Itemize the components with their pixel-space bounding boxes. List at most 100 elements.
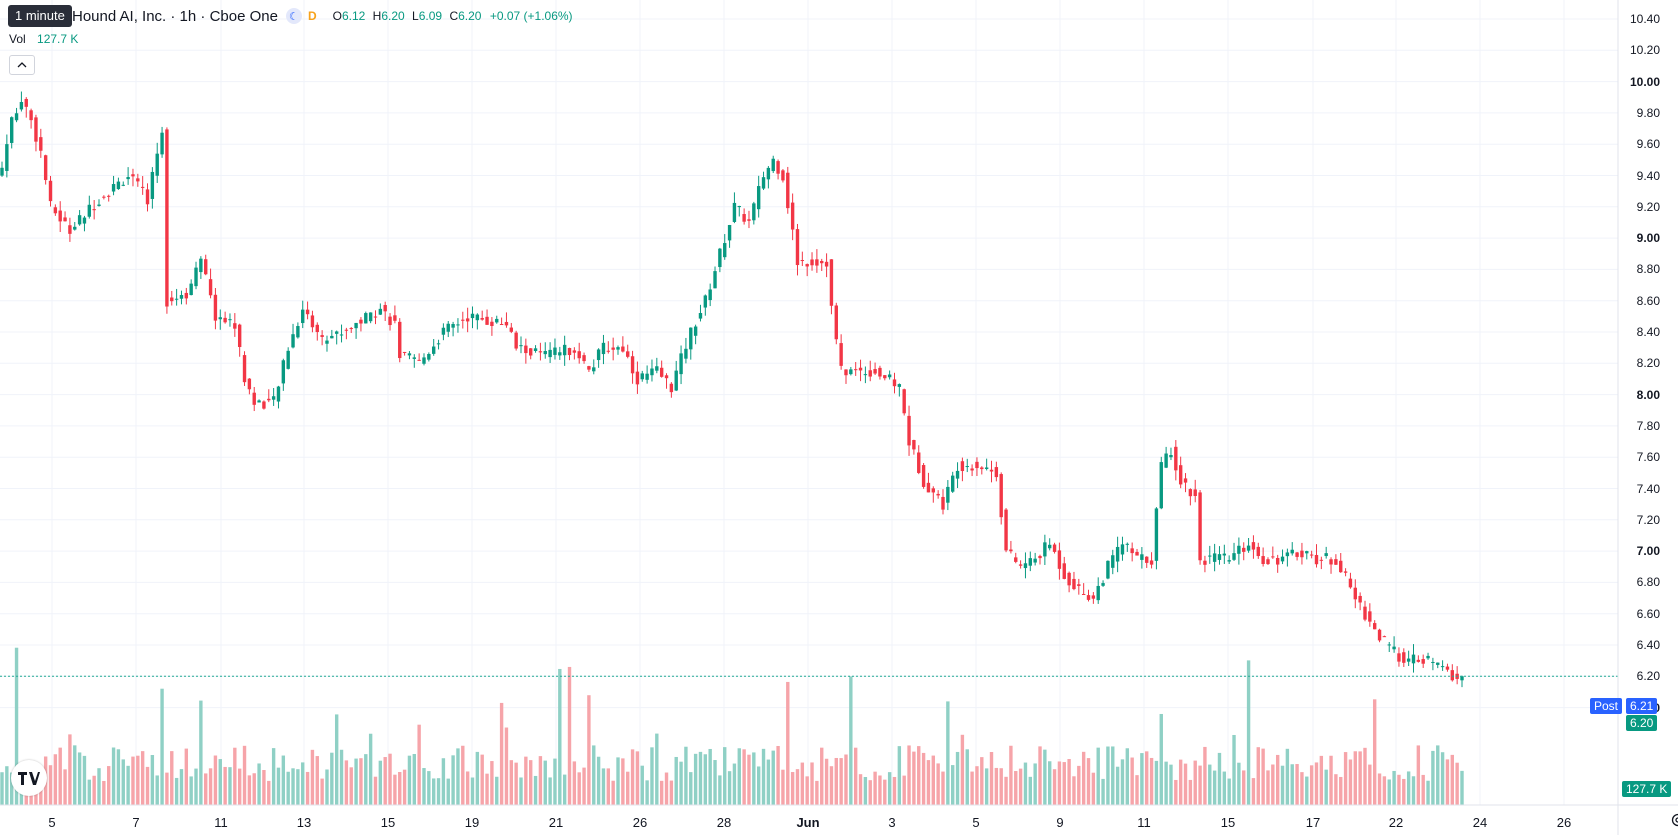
price-tick-label: 8.80 bbox=[1636, 262, 1660, 277]
volume-bar bbox=[1382, 776, 1387, 805]
volume-bar bbox=[786, 681, 790, 805]
volume-bar bbox=[184, 748, 189, 805]
collapse-legend-button[interactable] bbox=[9, 55, 35, 75]
high-value: 6.20 bbox=[381, 9, 405, 23]
candle-body bbox=[577, 351, 581, 359]
candle-body bbox=[543, 351, 547, 355]
candle-body bbox=[1004, 509, 1008, 551]
volume-bar bbox=[742, 749, 746, 805]
volume-bar bbox=[1145, 751, 1149, 805]
candle-body bbox=[1140, 554, 1144, 560]
volume-bar bbox=[659, 780, 664, 805]
volume-bar bbox=[465, 771, 470, 805]
volume-bar bbox=[436, 778, 441, 805]
volume-bar bbox=[344, 760, 349, 805]
candle-body bbox=[946, 486, 950, 503]
volume-bar bbox=[1178, 759, 1183, 805]
price-tick-label: 7.20 bbox=[1636, 512, 1660, 527]
candle-body bbox=[1256, 546, 1260, 557]
volume-bar bbox=[330, 752, 334, 805]
volume-bar bbox=[853, 747, 858, 805]
candle-body bbox=[1392, 646, 1396, 650]
candle-body bbox=[1387, 644, 1391, 646]
candle-body bbox=[766, 167, 771, 180]
candle-body bbox=[1246, 545, 1251, 551]
volume-bar bbox=[1358, 751, 1362, 805]
candle-body bbox=[892, 379, 897, 387]
volume-bar bbox=[878, 775, 882, 805]
candle-body bbox=[810, 259, 814, 266]
candle-body bbox=[252, 392, 256, 405]
volume-bar bbox=[863, 777, 868, 805]
volume-bar bbox=[1115, 766, 1120, 805]
volume-bar bbox=[296, 769, 300, 805]
volume-bar bbox=[393, 774, 397, 805]
volume-bar bbox=[810, 762, 814, 805]
volume-bar bbox=[548, 777, 552, 805]
volume-legend[interactable]: Vol 127.7 K bbox=[9, 32, 78, 46]
volume-bar bbox=[1411, 776, 1416, 805]
candle-body bbox=[984, 467, 989, 469]
candle-body bbox=[179, 295, 184, 299]
candle-body bbox=[368, 312, 373, 322]
price-tick-label: 7.80 bbox=[1636, 418, 1660, 433]
candle-body bbox=[1353, 587, 1357, 600]
volume-bar bbox=[849, 676, 853, 805]
volume-bar bbox=[1305, 776, 1309, 805]
candle-body bbox=[960, 461, 965, 472]
volume-bar bbox=[582, 767, 586, 805]
volume-bar bbox=[1275, 754, 1280, 805]
candle-body bbox=[587, 366, 591, 370]
low-value: 6.09 bbox=[418, 9, 443, 23]
volume-bar bbox=[1111, 746, 1115, 805]
volume-bar bbox=[1174, 779, 1178, 805]
volume-bar bbox=[1348, 759, 1353, 805]
candle-body bbox=[1023, 563, 1028, 569]
candle-body bbox=[790, 202, 795, 230]
volume-bar bbox=[0, 772, 4, 805]
price-tick-label: 7.40 bbox=[1636, 481, 1660, 496]
symbol-legend[interactable]: Hound AI, Inc. · 1h · Cboe One ☾ D O6.12… bbox=[8, 6, 573, 26]
candle-body bbox=[1397, 653, 1401, 662]
volume-bar bbox=[131, 756, 135, 805]
volume-bar bbox=[1125, 748, 1130, 805]
volume-bar bbox=[674, 756, 678, 805]
candle-body bbox=[955, 470, 960, 479]
candle-body bbox=[582, 355, 586, 362]
candle-body bbox=[795, 229, 800, 266]
volume-bar bbox=[621, 758, 625, 805]
volume-bar bbox=[315, 756, 319, 805]
candle-body bbox=[1067, 572, 1071, 586]
tradingview-logo[interactable] bbox=[11, 760, 47, 796]
candle-body bbox=[786, 172, 790, 209]
candle-body bbox=[398, 321, 402, 359]
candle-body bbox=[1203, 560, 1207, 565]
candle-body bbox=[330, 335, 334, 339]
volume-bar bbox=[1208, 764, 1212, 805]
volume-bar bbox=[883, 779, 887, 805]
candle-body bbox=[858, 367, 863, 371]
volume-label: Vol bbox=[9, 32, 26, 46]
candle-body bbox=[10, 117, 14, 143]
candle-body bbox=[73, 226, 77, 230]
symbol-title[interactable]: Hound AI, Inc. · 1h · Cboe One bbox=[72, 7, 278, 25]
candle-body bbox=[140, 186, 145, 188]
candle-body bbox=[693, 326, 698, 336]
volume-bar bbox=[596, 756, 601, 805]
volume-bar bbox=[795, 769, 800, 805]
candle-body bbox=[286, 350, 290, 369]
candle-body bbox=[1081, 593, 1086, 595]
volume-bar bbox=[1067, 759, 1071, 805]
volume-bar bbox=[1014, 771, 1018, 805]
volume-bar bbox=[1343, 752, 1348, 805]
volume-bar bbox=[242, 745, 247, 805]
volume-bar bbox=[1227, 778, 1231, 805]
candle-body bbox=[771, 158, 775, 172]
candle-body bbox=[1460, 676, 1464, 681]
candle-body bbox=[999, 474, 1003, 518]
candle-body bbox=[1178, 465, 1183, 485]
volume-bar bbox=[267, 780, 271, 805]
candle-body bbox=[247, 378, 252, 390]
settings-gear-icon[interactable] bbox=[1670, 812, 1678, 828]
